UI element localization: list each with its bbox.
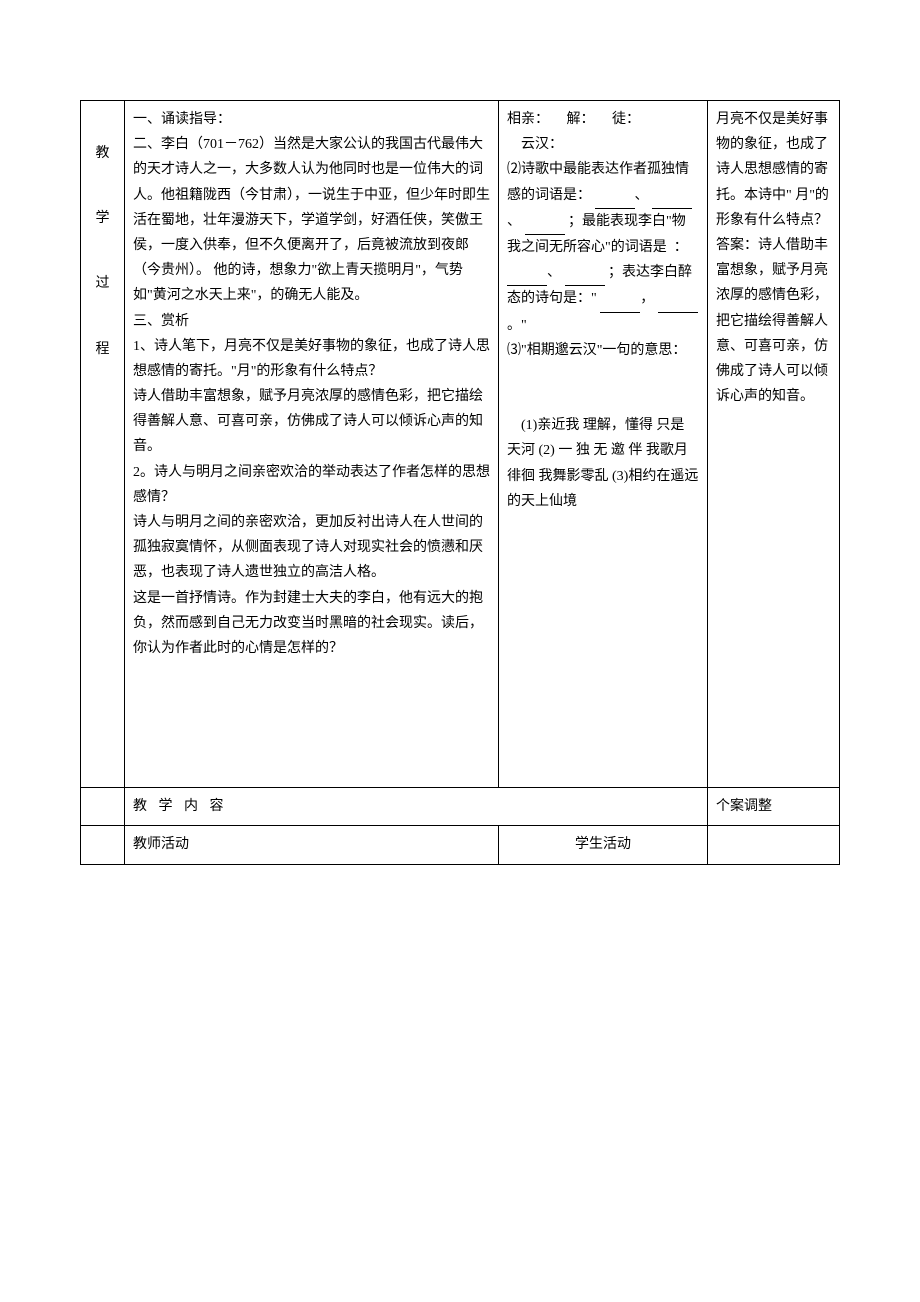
student-activity-cell: 相亲： 解： 徒： 云汉： ⑵诗歌中最能表达作者孤独情感的词语是： 、 、 ；最… xyxy=(499,101,708,788)
teacher-activity-cell: 一、诵读指导： 二、李白（701－762）当然是大家公认的我国古代最伟大的天才诗… xyxy=(125,101,499,788)
blank-4 xyxy=(507,260,547,286)
adjust-p1: 月亮不仅是美好事物的象征，也成了诗人思想感情的寄托。本诗中" 月"的形象有什么特… xyxy=(716,107,831,233)
paragraph-3: 这是一首抒情诗。作为封建士大夫的李白，他有远大的抱负，然而感到自己无力改变当时黑… xyxy=(133,586,490,662)
empty-cell-1 xyxy=(81,788,125,826)
lesson-plan-table: 教 学 过 程 一、诵读指导： 二、李白（701－762）当然是大家公认的我国古… xyxy=(80,100,840,865)
student-answers: (1)亲近我 理解，懂得 只是 天河 (2) 一 独 无 邀 伴 我歌月徘徊 我… xyxy=(507,413,699,514)
vertical-section-label: 教 学 过 程 xyxy=(81,101,125,788)
header-row-2: 教 学 内 容 个案调整 xyxy=(81,788,840,826)
question-1: 1、诗人笔下，月亮不仅是美好事物的象征，也成了诗人思想感情的寄托。"月"的形象有… xyxy=(133,334,490,384)
section-1-title: 一、诵读指导： xyxy=(133,107,490,132)
header-row-3: 教师活动 学生活动 xyxy=(81,826,840,864)
blank-3 xyxy=(525,209,565,235)
answer-1: 诗人借助丰富想象，赋予月亮浓厚的感情色彩，把它描绘得善解人意、可喜可亲，仿佛成了… xyxy=(133,384,490,460)
blank-6 xyxy=(600,286,640,312)
question-2: 2。诗人与明月之间亲密欢洽的举动表达了作者怎样的思想感情？ xyxy=(133,460,490,510)
label-char-1: 教 xyxy=(89,141,116,166)
blank-5 xyxy=(565,260,605,286)
label-char-3: 过 xyxy=(89,271,116,296)
teaching-content-label: 教 学 内 容 xyxy=(125,788,708,826)
empty-cell-3 xyxy=(708,826,840,864)
main-content-row: 教 学 过 程 一、诵读指导： 二、李白（701－762）当然是大家公认的我国古… xyxy=(81,101,840,788)
vocab-yunhan: 云汉： xyxy=(507,132,699,157)
case-adjust-label: 个案调整 xyxy=(708,788,840,826)
label-char-4: 程 xyxy=(89,337,116,362)
student-q3: ⑶"相期邈云汉"一句的意思： xyxy=(507,338,699,363)
vocab-line-1: 相亲： 解： 徒： xyxy=(507,107,699,132)
case-adjust-cell: 月亮不仅是美好事物的象征，也成了诗人思想感情的寄托。本诗中" 月"的形象有什么特… xyxy=(708,101,840,788)
label-char-2: 学 xyxy=(89,206,116,231)
vocab-jie: 解： xyxy=(567,112,595,127)
teacher-activity-label: 教师活动 xyxy=(125,826,499,864)
blank-1 xyxy=(595,183,635,209)
empty-cell-2 xyxy=(81,826,125,864)
blank-2 xyxy=(652,183,692,209)
student-q2: ⑵诗歌中最能表达作者孤独情感的词语是： 、 、 ；最能表现李白"物我之间无所容心… xyxy=(507,157,699,337)
student-activity-label: 学生活动 xyxy=(499,826,708,864)
blank-space xyxy=(133,661,490,781)
q2-end2: 。" xyxy=(507,318,527,333)
blank-7 xyxy=(658,286,698,312)
vocab-xiangqin: 相亲： xyxy=(507,112,549,127)
vocab-tu: 徒： xyxy=(612,112,640,127)
section-2-intro: 二、李白（701－762）当然是大家公认的我国古代最伟大的天才诗人之一，大多数人… xyxy=(133,132,490,308)
answer-2: 诗人与明月之间的亲密欢洽，更加反衬出诗人在人世间的孤独寂寞情怀，从侧面表现了诗人… xyxy=(133,510,490,586)
section-3-title: 三、赏析 xyxy=(133,309,490,334)
adjust-p2: 答案：诗人借助丰富想象，赋予月亮浓厚的感情色彩，把它描绘得善解人意、可喜可亲，仿… xyxy=(716,233,831,409)
